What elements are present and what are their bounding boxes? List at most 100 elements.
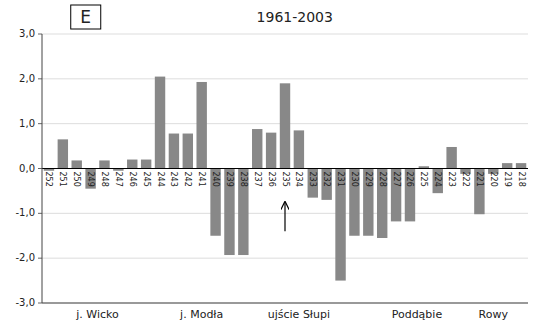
- bar: [446, 147, 456, 169]
- y-tick-label: 0,0: [19, 163, 35, 174]
- category-label: 218: [517, 172, 526, 187]
- bars: [44, 77, 527, 281]
- bar: [99, 160, 109, 168]
- grid-line: [42, 303, 528, 304]
- category-label: 240: [211, 172, 220, 187]
- bar: [433, 169, 443, 194]
- category-label: 228: [378, 172, 387, 187]
- category-labels: 2522512502492482472462452442432422412402…: [44, 172, 525, 187]
- category-label: 233: [308, 172, 317, 187]
- bar: [308, 169, 318, 198]
- section-label: Rowy: [479, 308, 509, 321]
- chart: -3,0 -2,0 -1,0 0,0 1,0 2,0 3,0 252 251 250 249 248 2…: [0, 0, 538, 327]
- grid-line: [42, 78, 528, 79]
- category-label: 238: [239, 172, 248, 187]
- bar: [335, 169, 345, 281]
- category-label: 230: [350, 172, 359, 187]
- bar: [502, 163, 512, 168]
- grid-line: [42, 258, 528, 259]
- bar: [85, 169, 95, 189]
- y-tick: [38, 213, 42, 214]
- category-label: 250: [72, 172, 81, 187]
- bar: [321, 169, 331, 200]
- category-label: 249: [86, 172, 95, 187]
- category-label: 242: [183, 172, 192, 187]
- bar: [127, 160, 137, 169]
- bar: [280, 83, 290, 168]
- bar: [155, 77, 165, 169]
- y-tick: [38, 123, 42, 124]
- category-label: 235: [281, 172, 290, 187]
- bar: [252, 129, 262, 168]
- category-label: 248: [100, 172, 109, 187]
- section-label: j. Modła: [179, 308, 223, 321]
- category-label: 222: [461, 172, 470, 187]
- bar: [169, 134, 179, 169]
- section-label: ujście Słupi: [268, 308, 330, 321]
- y-tick: [38, 78, 42, 79]
- category-label: 231: [336, 172, 345, 187]
- zero-line: [42, 168, 528, 169]
- y-tick: [38, 303, 42, 304]
- category-label: 246: [128, 172, 137, 187]
- y-tick: [38, 168, 42, 169]
- bar: [210, 169, 220, 236]
- y-tick-label: 2,0: [19, 73, 35, 84]
- category-label: 219: [503, 172, 512, 187]
- bar: [294, 130, 304, 168]
- category-label: 226: [405, 172, 414, 187]
- bar: [238, 169, 248, 256]
- bar: [183, 134, 193, 169]
- subtitle: 1961-2003: [257, 9, 333, 25]
- bar: [391, 169, 401, 222]
- bar: [474, 169, 484, 215]
- bar: [196, 82, 206, 169]
- bar: [363, 169, 373, 236]
- category-label: 234: [294, 172, 303, 187]
- y-tick-label: -2,0: [15, 252, 35, 263]
- x-axis-line: [42, 303, 528, 304]
- y-tick-label: -1,0: [15, 207, 35, 218]
- category-label: 243: [169, 172, 178, 187]
- category-label: 237: [253, 172, 262, 187]
- category-label: 220: [489, 172, 498, 187]
- section-label: Poddąbie: [392, 308, 443, 321]
- category-label: 251: [58, 172, 67, 187]
- category-label: 239: [225, 172, 234, 187]
- title-box: [71, 5, 101, 29]
- grid-line: [42, 168, 528, 169]
- title: E: [80, 7, 91, 27]
- arrow: [284, 202, 285, 231]
- category-label: 223: [447, 172, 456, 187]
- bar: [141, 160, 151, 169]
- y-tick-label: -3,0: [15, 297, 35, 308]
- section-labels: j. Wicko j. Modła ujście Słupi Poddąbie Rowy: [75, 308, 508, 321]
- category-label: 224: [433, 172, 442, 187]
- category-label: 252: [44, 172, 53, 187]
- category-label: 247: [114, 172, 123, 187]
- y-tick: [38, 34, 42, 35]
- y-tick-label: 3,0: [19, 28, 35, 39]
- category-label: 225: [419, 172, 428, 187]
- bar: [377, 169, 387, 238]
- bar: [266, 133, 276, 169]
- bar: [72, 160, 82, 168]
- category-label: 227: [392, 172, 401, 187]
- category-label: 229: [364, 172, 373, 187]
- y-tick: [38, 258, 42, 259]
- category-label: 241: [197, 172, 206, 187]
- y-tick-label: 1,0: [19, 118, 35, 129]
- category-label: 232: [322, 172, 331, 187]
- y-axis: -3,0 -2,0 -1,0 0,0 1,0 2,0 3,0: [15, 28, 42, 308]
- grid: [42, 34, 528, 303]
- category-label: 245: [142, 172, 151, 187]
- bar: [516, 163, 526, 168]
- section-label: j. Wicko: [75, 308, 119, 321]
- category-label: 221: [475, 172, 484, 187]
- grid-line: [42, 34, 528, 35]
- bar: [58, 139, 68, 168]
- bar: [349, 169, 359, 236]
- category-label: 236: [267, 172, 276, 187]
- bar: [405, 169, 415, 222]
- y-axis-line: [42, 34, 43, 303]
